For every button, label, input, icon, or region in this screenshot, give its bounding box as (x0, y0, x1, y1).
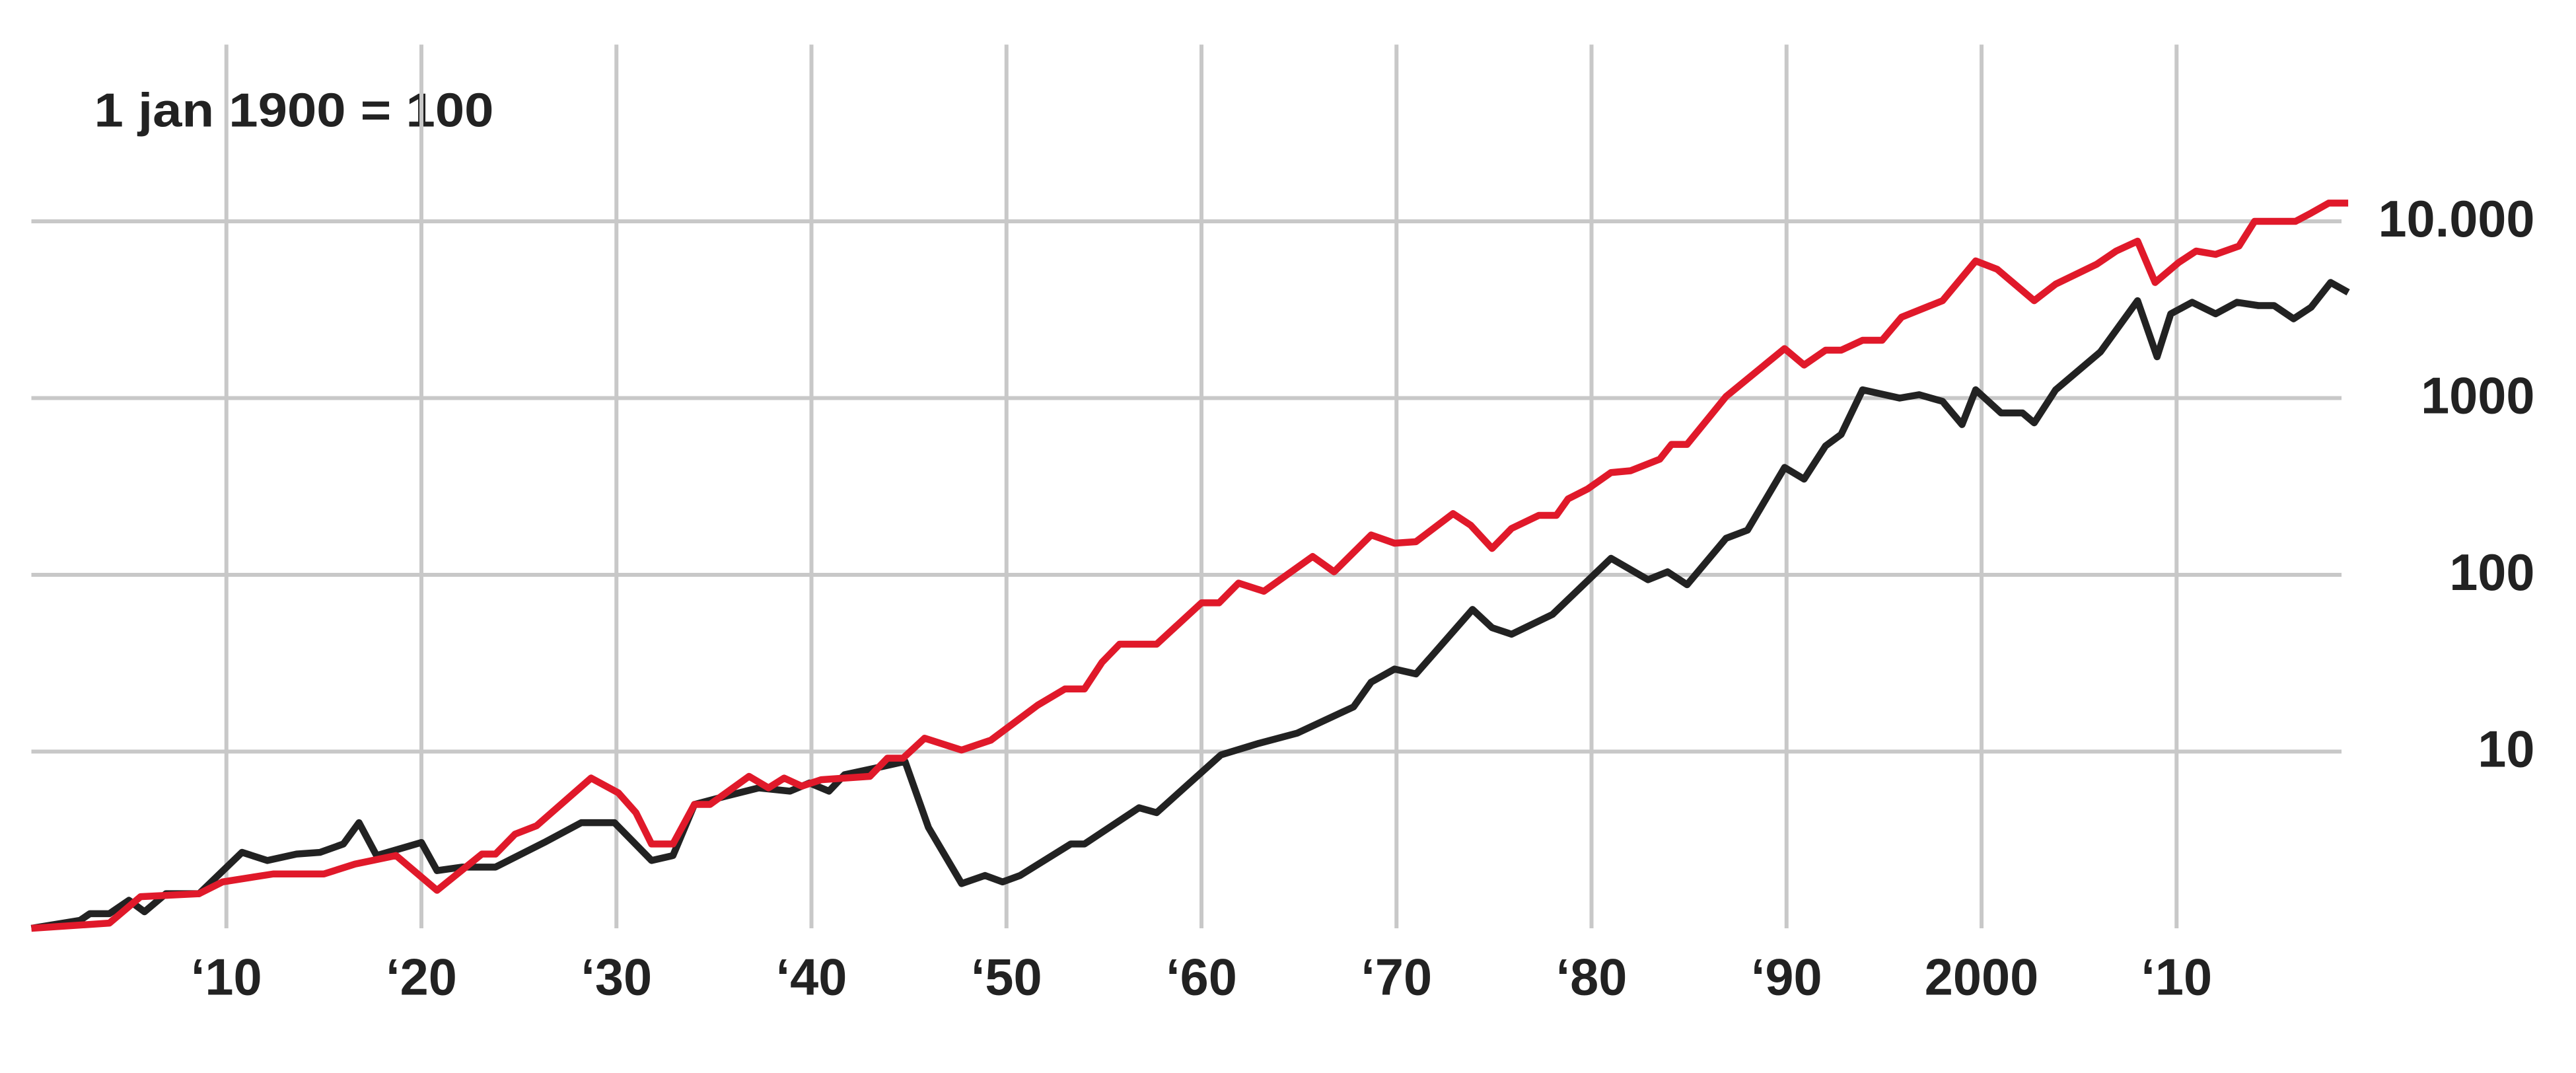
x-tick-label: ‘80 (1556, 949, 1628, 1006)
x-tick-label: 2000 (1925, 949, 2038, 1006)
x-tick-label: ‘10 (2141, 949, 2212, 1006)
x-tick-label: ‘70 (1361, 949, 1432, 1006)
y-tick-label: 1000 (2421, 367, 2534, 424)
y-tick-label: 10 (2478, 721, 2534, 778)
y-tick-label: 10.000 (2378, 191, 2534, 248)
x-tick-label: ‘50 (971, 949, 1042, 1006)
x-tick-label: ‘60 (1166, 949, 1237, 1006)
y-tick-label: 100 (2449, 544, 2534, 601)
line-series (30, 279, 2350, 932)
x-tick-label: ‘40 (776, 949, 847, 1006)
annotation: 1 jan 1900 = 100 (94, 84, 494, 137)
x-tick-label: ‘30 (581, 949, 652, 1006)
line-series (31, 200, 2349, 932)
x-tick-label: ‘20 (386, 949, 457, 1006)
x-tick-label: ‘90 (1751, 949, 1822, 1006)
x-tick-label: ‘10 (191, 949, 262, 1006)
grid (31, 44, 2342, 929)
